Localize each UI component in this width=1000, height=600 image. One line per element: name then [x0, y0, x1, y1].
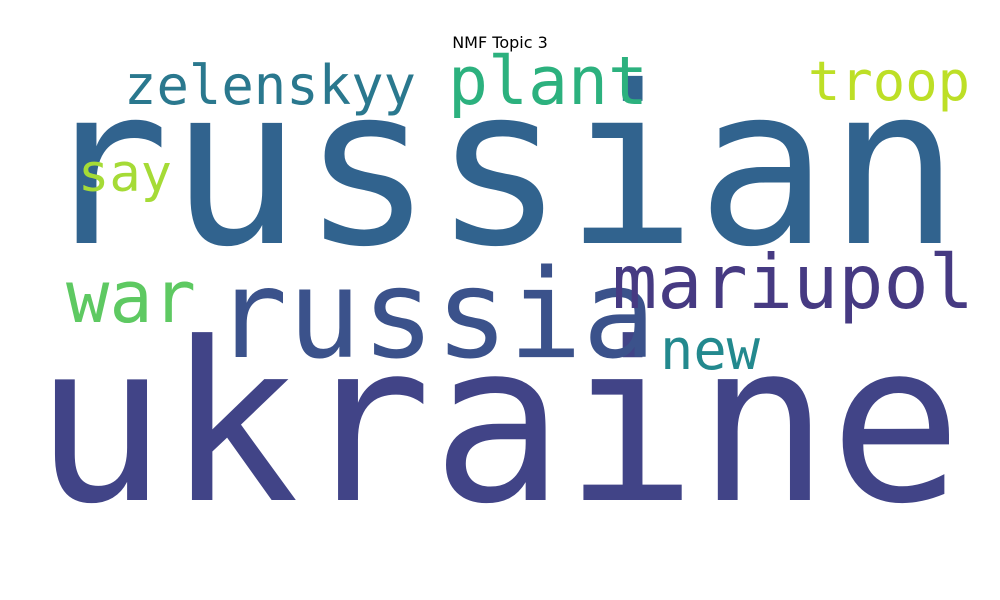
word-say: say	[78, 144, 172, 204]
word-russia: russia	[214, 244, 656, 387]
word-plant: plant	[448, 42, 648, 120]
word-new: new	[660, 318, 760, 383]
word-zelenskyy: zelenskyy	[124, 54, 416, 117]
word-mariupol: mariupol	[612, 238, 974, 326]
word-ukraine: ukraine	[34, 296, 962, 553]
word-war: war	[66, 255, 196, 339]
word-russian: russian	[38, 39, 960, 295]
word-troop: troop	[808, 50, 970, 113]
chart-title: NMF Topic 3	[452, 33, 548, 52]
